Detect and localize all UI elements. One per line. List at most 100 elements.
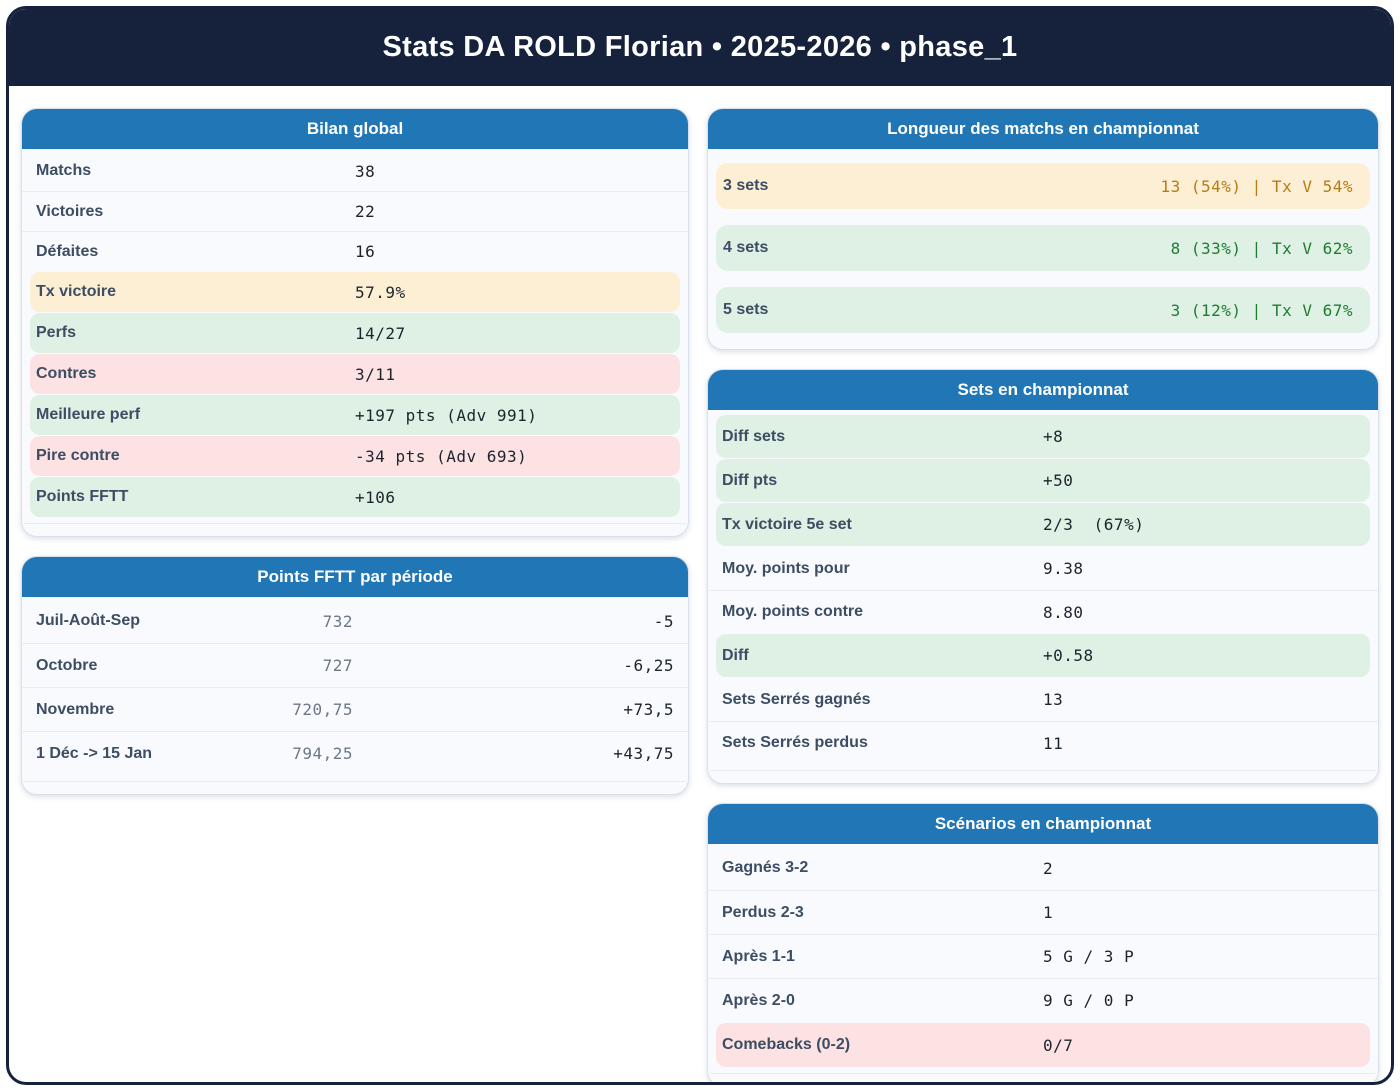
- stat-value: 38: [355, 161, 376, 181]
- stat-value: -34 pts (Adv 693): [355, 446, 528, 466]
- stat-label: Diff: [722, 646, 749, 664]
- page-frame: Stats DA ROLD Florian • 2025-2026 • phas…: [6, 6, 1394, 1085]
- stat-label: Après 1-1: [722, 947, 795, 965]
- stat-value: 3 (12%) | Tx V 67%: [1170, 300, 1353, 320]
- stat-label: 4 sets: [723, 239, 769, 256]
- stat-label: Perfs: [36, 324, 77, 341]
- points-value: 727: [322, 656, 354, 675]
- stat-row: Meilleure perf +197 pts (Adv 991): [30, 395, 680, 435]
- stat-row: Perfs 14/27: [30, 313, 680, 353]
- stat-value: 2: [1043, 858, 1054, 878]
- stat-label: Gagnés 3-2: [722, 859, 809, 876]
- stat-label: 3 sets: [723, 177, 769, 194]
- stat-label: Meilleure perf: [36, 406, 141, 423]
- stat-rows-bilan-global: Matchs 38 Victoires 22 Défaites 16 Tx victoire…: [22, 149, 688, 536]
- stat-value: 1: [1043, 903, 1054, 922]
- stat-label: Sets Serrés perdus: [722, 734, 868, 751]
- stat-row: Moy. points contre 8.80: [708, 590, 1378, 633]
- stat-row: Perdus 2-3 1: [708, 890, 1378, 934]
- stat-value: 13: [1043, 690, 1064, 709]
- delta-value: -6,25: [623, 656, 674, 675]
- stat-label: Perdus 2-3: [722, 903, 804, 921]
- stat-value: 14/27: [355, 323, 406, 343]
- stat-row: Tx victoire 5e set 2/3 (67%): [716, 503, 1370, 546]
- stat-row: Après 2-0 9 G / 0 P: [708, 978, 1378, 1022]
- card-scenarios-championnat: Scénarios en championnat Gagnés 3-2 2 Perd…: [707, 803, 1379, 1082]
- card-title-sets-championnat: Sets en championnat: [708, 370, 1378, 410]
- stat-label: Octobre: [36, 656, 98, 674]
- stat-label: Comebacks (0-2): [722, 1036, 851, 1053]
- stat-label: 1 Déc -> 15 Jan: [36, 744, 153, 762]
- stat-row: Novembre 720,75 +73,5: [22, 687, 688, 731]
- stat-row: Tx victoire 57.9%: [30, 272, 680, 312]
- page-title: Stats DA ROLD Florian • 2025-2026 • phas…: [382, 31, 1018, 63]
- card-title-scenarios-championnat: Scénarios en championnat: [708, 804, 1378, 844]
- stat-value: 0/7: [1043, 1035, 1074, 1055]
- stat-row: 5 sets 3 (12%) | Tx V 67%: [716, 287, 1370, 333]
- stat-row: Matchs 38: [22, 151, 688, 191]
- stat-row: Gagnés 3-2 2: [708, 846, 1378, 890]
- stat-label: Pire contre: [36, 447, 120, 464]
- stat-value: 9.38: [1043, 559, 1084, 578]
- stat-label: Moy. points contre: [722, 603, 864, 620]
- stat-row: Sets Serrés gagnés 13: [708, 678, 1378, 721]
- stat-value: +50: [1043, 471, 1074, 490]
- points-value: 720,75: [292, 700, 354, 719]
- points-value: 732: [322, 611, 354, 631]
- card-bilan-global: Bilan global Matchs 38 Victoires 22 Défaites…: [21, 108, 689, 537]
- stat-rows-points-fftt-periode: Juil-Août-Sep 732 -5 Octobre 727 -6,25 Novembr…: [22, 597, 688, 794]
- stat-row: Juil-Août-Sep 732 -5: [22, 599, 688, 643]
- stat-label: Victoires: [36, 202, 104, 220]
- stat-label: 5 sets: [723, 301, 769, 318]
- content-area: Bilan global Matchs 38 Victoires 22 Défaites…: [9, 86, 1391, 1082]
- stat-label: Points FFTT: [36, 488, 129, 505]
- stat-value: +0.58: [1043, 646, 1094, 665]
- stat-value: +8: [1043, 427, 1064, 446]
- stat-label: Diff pts: [722, 471, 778, 489]
- stat-value: 22: [355, 202, 376, 221]
- stat-value: +197 pts (Adv 991): [355, 405, 538, 425]
- stat-value: 9 G / 0 P: [1043, 991, 1135, 1010]
- card-longueur-matchs: Longueur des matchs en championnat 3 set…: [707, 108, 1379, 350]
- stat-value: 13 (54%) | Tx V 54%: [1160, 176, 1353, 196]
- stat-label: Matchs: [36, 162, 92, 179]
- card-sets-championnat: Sets en championnat Diff sets +8 Diff pts +…: [707, 369, 1379, 784]
- points-value: 794,25: [292, 744, 354, 763]
- right-column: Longueur des matchs en championnat 3 set…: [707, 108, 1379, 1082]
- stat-label: Contres: [36, 365, 97, 382]
- stat-label: Après 2-0: [722, 991, 795, 1009]
- stat-row: Comebacks (0-2) 0/7: [716, 1023, 1370, 1067]
- delta-value: -5: [653, 611, 674, 631]
- stat-row: Victoires 22: [22, 191, 688, 231]
- stat-row: 4 sets 8 (33%) | Tx V 62%: [716, 225, 1370, 271]
- stat-label: Tx victoire 5e set: [722, 515, 852, 533]
- stat-row: Après 1-1 5 G / 3 P: [708, 934, 1378, 978]
- stat-value: 16: [355, 242, 376, 261]
- stat-label: Juil-Août-Sep: [36, 612, 140, 629]
- stat-label: Novembre: [36, 700, 115, 718]
- card-title-bilan-global: Bilan global: [22, 109, 688, 149]
- stat-rows-scenarios-championnat: Gagnés 3-2 2 Perdus 2-3 1 Après 1-1 5 G / 3 P…: [708, 844, 1378, 1082]
- stat-rows-sets-championnat: Diff sets +8 Diff pts +50 Tx victoire 5e set…: [708, 410, 1378, 783]
- stat-value: 8.80: [1043, 602, 1084, 622]
- stat-value: +106: [355, 487, 396, 507]
- card-points-fftt-periode: Points FFTT par période Juil-Août-Sep 732…: [21, 556, 689, 795]
- stat-value: 3/11: [355, 364, 396, 384]
- card-title-longueur-matchs: Longueur des matchs en championnat: [708, 109, 1378, 149]
- stat-label: Tx victoire: [36, 283, 117, 300]
- stat-row: 1 Déc -> 15 Jan 794,25 +43,75: [22, 731, 688, 775]
- stat-label: Sets Serrés gagnés: [722, 690, 871, 708]
- stat-row: Moy. points pour 9.38: [708, 547, 1378, 590]
- left-column: Bilan global Matchs 38 Victoires 22 Défaites…: [21, 108, 689, 1082]
- delta-value: +43,75: [613, 744, 674, 763]
- stat-rows-longueur-matchs: 3 sets 13 (54%) | Tx V 54% 4 sets 8 (33%) |…: [708, 149, 1378, 333]
- stat-label: Diff sets: [722, 427, 786, 445]
- stat-row: Diff pts +50: [716, 459, 1370, 502]
- stat-value: 8 (33%) | Tx V 62%: [1170, 238, 1353, 258]
- page-title-bar: Stats DA ROLD Florian • 2025-2026 • phas…: [9, 9, 1391, 86]
- stat-label: Défaites: [36, 242, 99, 260]
- stat-row: Points FFTT +106: [30, 477, 680, 517]
- card-title-points-fftt-periode: Points FFTT par période: [22, 557, 688, 597]
- stat-row: Diff +0.58: [716, 634, 1370, 677]
- stat-row: Octobre 727 -6,25: [22, 643, 688, 687]
